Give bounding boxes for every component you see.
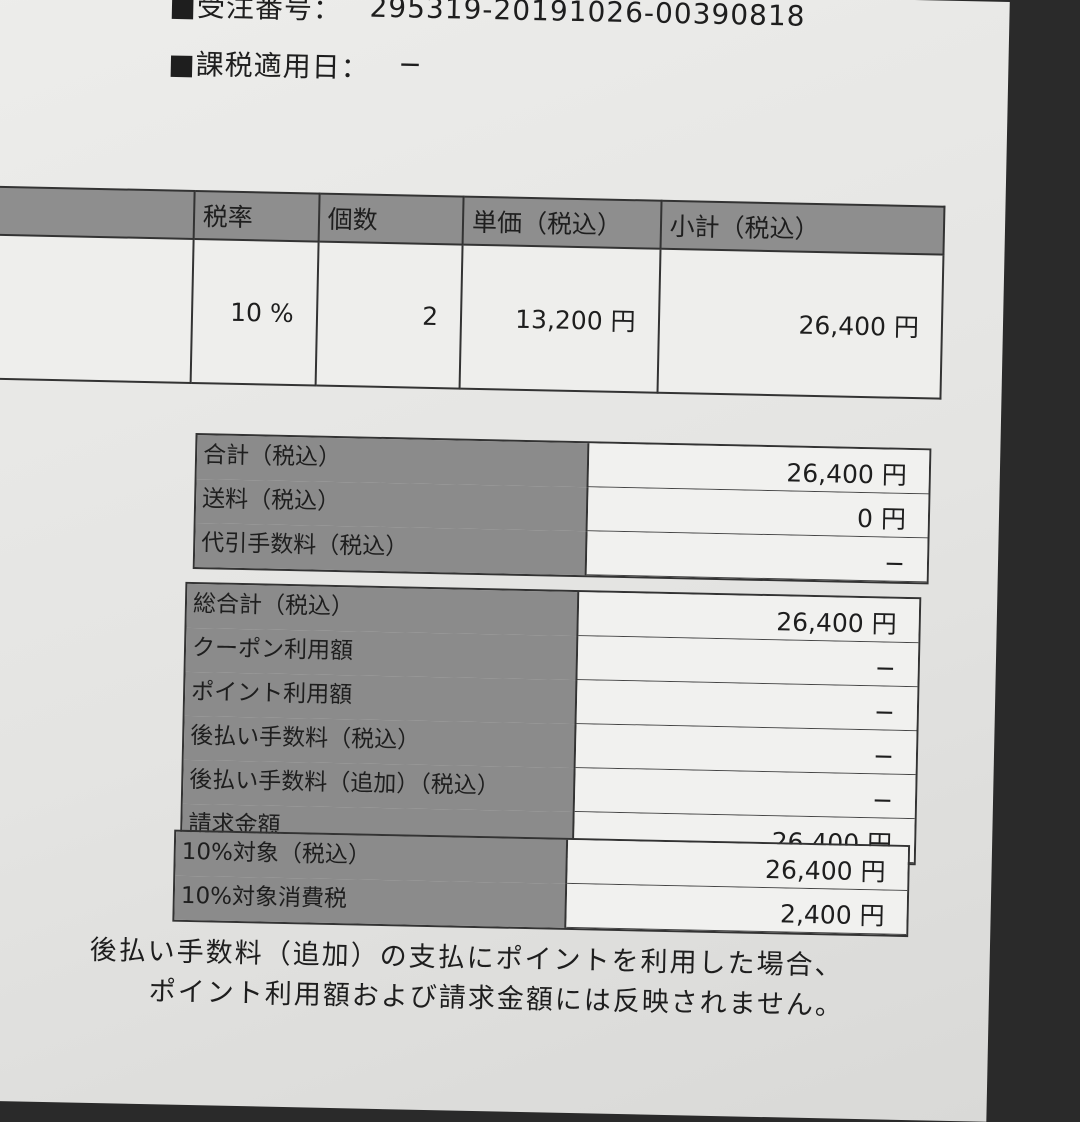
tax-date: − — [397, 47, 424, 81]
item-cell: 2 — [315, 241, 463, 389]
summary-label: 10%対象消費税 — [174, 875, 568, 928]
order-label: ■受注番号： — [169, 0, 343, 27]
tax-date-label: ■課税適用日： — [167, 47, 371, 85]
summary-value: 26,400 円 — [588, 443, 930, 495]
header-cell: 個数 — [318, 193, 464, 245]
summary-value: 0 円 — [587, 487, 929, 539]
order-number: 295319-20191026-00390818 — [369, 0, 806, 33]
item-cell — [0, 233, 194, 383]
summary-block: 総合計（税込） 26,400 円クーポン利用額 − ポイント利用額 − 後払い手数料（税込… — [179, 581, 922, 866]
summary-value: 26,400 円 — [578, 592, 920, 644]
item-cell: 26,400 円 — [657, 248, 944, 399]
summary-value: − — [574, 768, 916, 820]
items-table: 税率 個数 単価（税込） 小計（税込） 10 % 2 13,200 円 26,400 円 — [0, 185, 945, 400]
page: ■受注番号： 295319-20191026-00390818 ■課税適用日： … — [0, 0, 1010, 1122]
summary-value: − — [576, 680, 918, 732]
summary-value: 2,400 円 — [566, 883, 908, 936]
summary-block: 10%対象（税込） 26,400 円 10%対象消費税 2,400 円 — [172, 829, 911, 938]
header-cell: 税率 — [193, 190, 320, 242]
item-cell: 10 % — [190, 238, 319, 386]
header-cell — [0, 185, 195, 239]
invoice-sheet: ■受注番号： 295319-20191026-00390818 ■課税適用日： … — [0, 0, 1010, 1122]
summary-value: 26,400 円 — [567, 839, 909, 892]
header-cell: 単価（税込） — [462, 196, 662, 249]
summary-label: 代引手数料（税込） — [194, 523, 588, 576]
header-cell: 小計（税込） — [660, 200, 945, 255]
item-row: 10 % 2 13,200 円 26,400 円 — [0, 233, 944, 399]
summary-value: − — [586, 531, 928, 583]
summary-value: − — [575, 724, 917, 776]
summary-value: − — [577, 636, 919, 688]
item-cell: 13,200 円 — [459, 244, 661, 393]
summary-block: 合計（税込） 26,400 円送料（税込） 0 円代引手数料（税込） − — [192, 433, 932, 585]
